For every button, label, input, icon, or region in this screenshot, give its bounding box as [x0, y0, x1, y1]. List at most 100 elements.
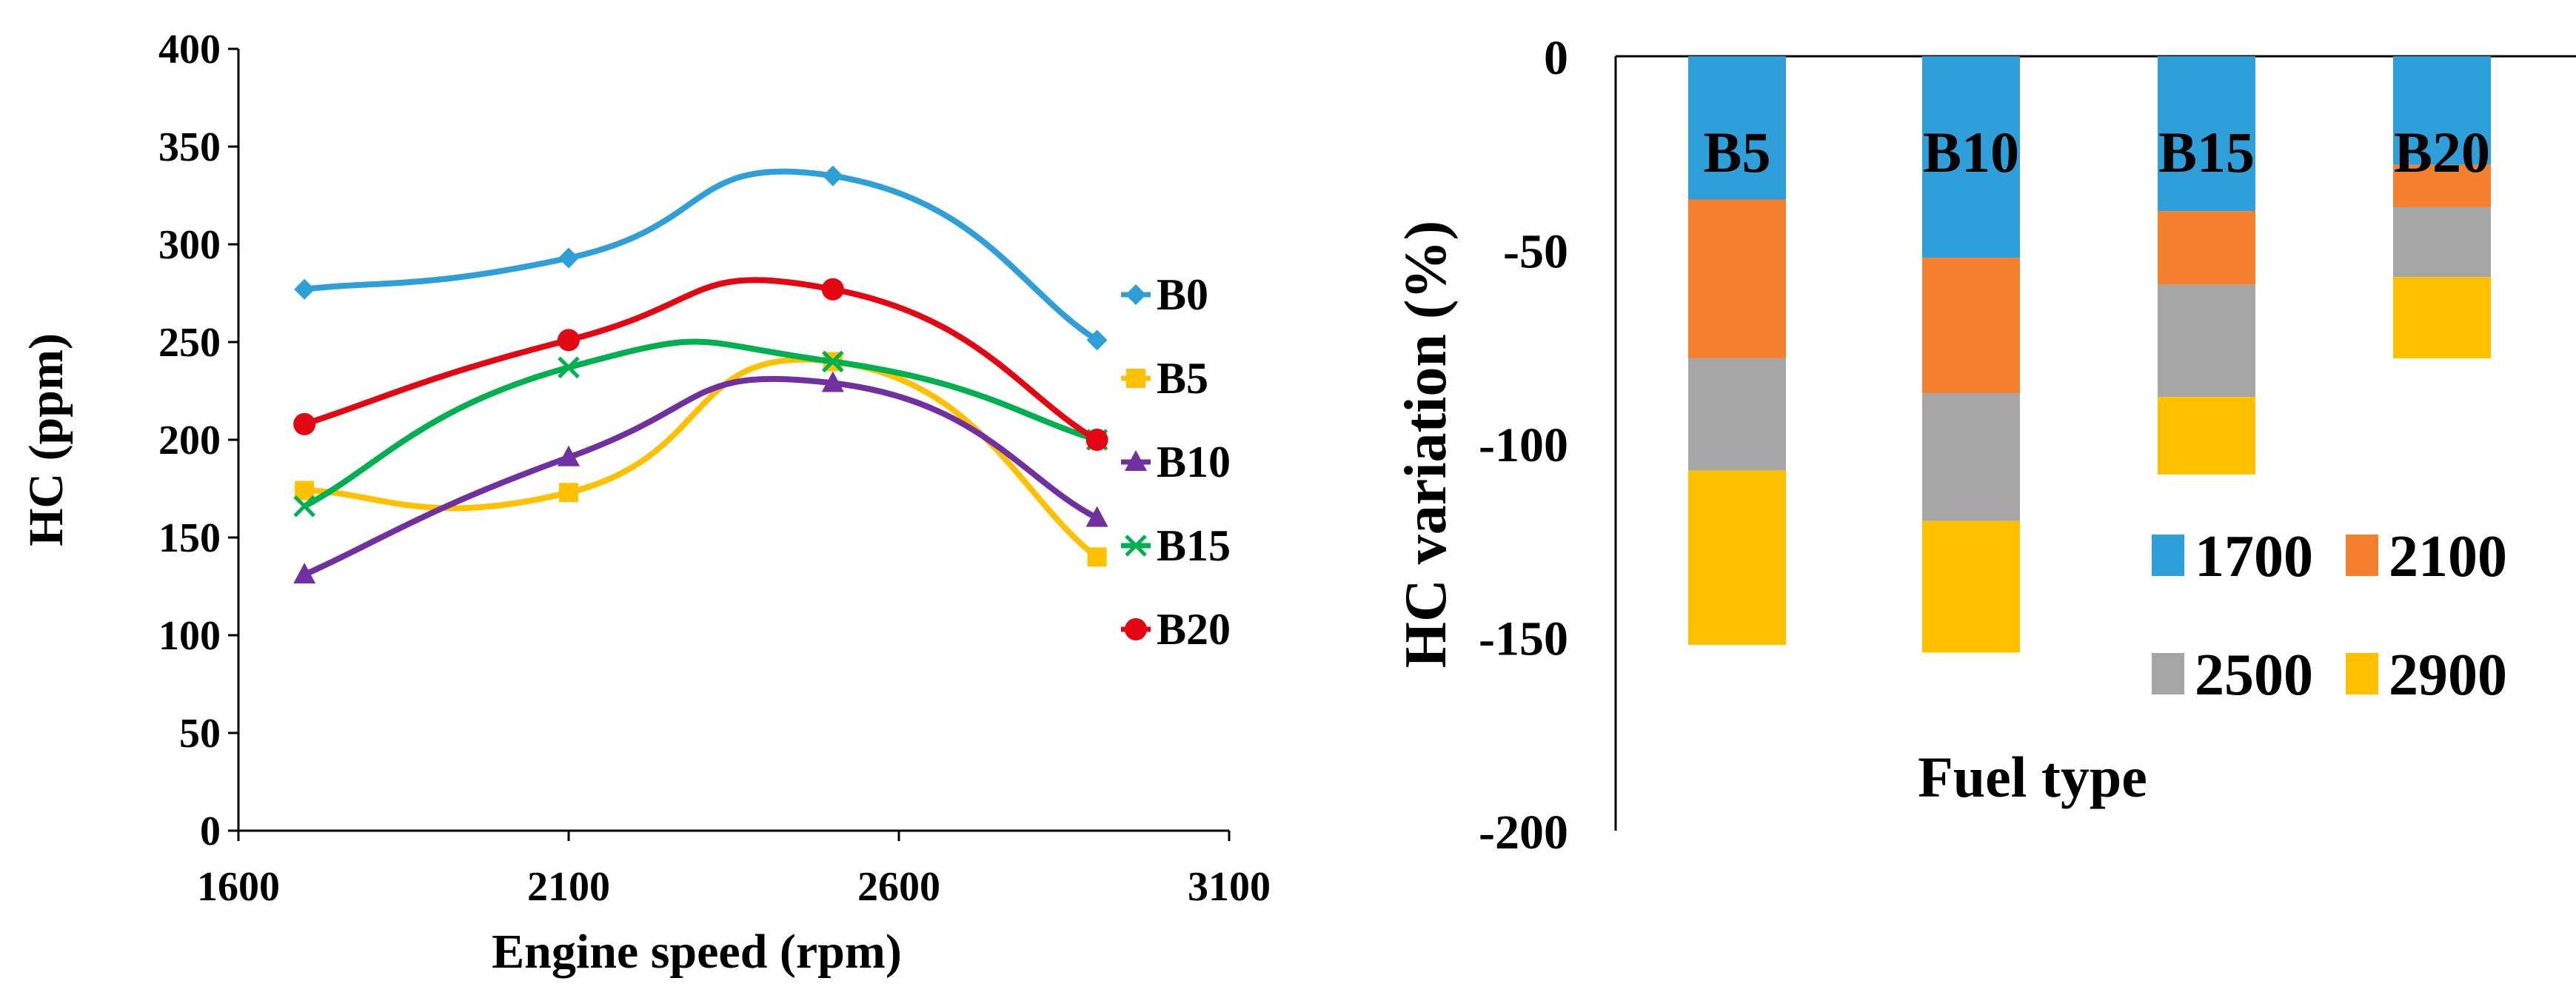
bar-stack-b5: B5: [1688, 56, 1786, 645]
data-point-b15-1700-stroke-b: [293, 495, 315, 518]
hc-line-chart: 0 50 100 150 200 250 300 350 400 1600 2100 2600 3100…: [19, 27, 1271, 979]
category-label: B20: [2394, 120, 2490, 184]
bar-segment-b20-1700: [2393, 56, 2491, 165]
legend-swatch: [2152, 653, 2184, 694]
legend-marker: [1126, 369, 1145, 388]
bar-stack-b10: B10: [1922, 56, 2020, 653]
bar-segment-b10-1700: [1922, 56, 2020, 258]
data-point-b15-2500-stroke-b: [822, 350, 844, 373]
y-tick-label: 100: [158, 613, 221, 659]
series-line-b15: [303, 338, 1098, 509]
data-point-b0-1700: [294, 278, 315, 300]
y-tick-label: 50: [179, 711, 221, 757]
data-point-b20-2500: [821, 278, 844, 301]
data-point-b10-1700: [293, 563, 316, 584]
bar-segment-b20-2100: [2393, 164, 2491, 207]
category-label: B10: [1923, 120, 2019, 184]
legend-item-2500: 2500: [2152, 643, 2313, 708]
data-point-b10-2100: [558, 445, 580, 466]
legend-item-b5: B5: [1121, 354, 1208, 403]
series-line-b10: [303, 375, 1099, 577]
category-label: B5: [1703, 120, 1770, 184]
y-axis-title: HC (ppm): [19, 333, 73, 546]
bar-segment-b10-2900: [1922, 520, 2020, 653]
data-point-b5-1700: [295, 480, 315, 500]
legend-label: 1700: [2195, 524, 2313, 589]
data-point-b0-2900: [1086, 329, 1108, 351]
series-line-b0: [304, 168, 1099, 343]
bar-segment-b5-2100: [1688, 199, 1786, 358]
legend-item-2100: 2100: [2346, 524, 2507, 589]
legend-marker-stroke-b: [1125, 535, 1147, 557]
legend-label: 2900: [2389, 643, 2507, 708]
hc-variation-bar-chart: 0 -50 -100 -150 -200 B5 B10 B15 B20 Fuel type HC v…: [1394, 31, 2576, 860]
legend-item-b0: B0: [1121, 270, 1208, 319]
data-point-b20-1700: [293, 412, 316, 435]
series-b10: [293, 371, 1108, 584]
bar-stack-b20: B20: [2393, 56, 2491, 358]
y-tick-label: 0: [1544, 31, 1568, 85]
legend-label: 2500: [2195, 643, 2313, 708]
x-tick-label: 2100: [527, 864, 610, 910]
legend-item-2900: 2900: [2346, 643, 2507, 708]
data-point-b20-2100: [558, 329, 580, 352]
data-point-b5-2900: [1087, 547, 1107, 567]
bar-stack-b15: B15: [2158, 56, 2255, 475]
x-tick-label: 2600: [857, 864, 940, 910]
data-point-b15-2500: [822, 350, 844, 373]
y-tick-label: 150: [158, 515, 221, 561]
bar-segment-b15-1700: [2158, 56, 2255, 212]
bar-segment-b15-2100: [2158, 211, 2255, 285]
legend-swatch: [2346, 535, 2378, 576]
legend-marker: [1125, 618, 1147, 640]
legend-marker: [1125, 450, 1147, 471]
legend-marker: [1125, 535, 1147, 557]
data-point-b15-2100-stroke-b: [558, 356, 580, 379]
y-tick-label: 250: [158, 320, 221, 366]
legend-swatch: [2346, 653, 2378, 694]
y-tick-label: 300: [158, 222, 221, 268]
data-point-b20-2900: [1085, 429, 1108, 451]
y-tick-label: -100: [1479, 418, 1568, 472]
legend-label: 2100: [2389, 524, 2507, 589]
data-point-b10-2500: [821, 371, 844, 392]
legend-item-b15: B15: [1121, 521, 1231, 570]
bar-segment-b20-2900: [2393, 277, 2491, 358]
legend-label: B20: [1157, 605, 1231, 654]
data-point-b0-2500: [822, 165, 843, 187]
data-point-b5-2100: [559, 483, 578, 503]
legend-item-b10: B10: [1121, 438, 1231, 486]
data-point-b0-2100: [558, 247, 579, 269]
y-tick-label: -50: [1503, 225, 1568, 279]
y-tick-label: 0: [200, 808, 221, 854]
y-tick-label: -150: [1479, 612, 1568, 666]
data-point-b10-2900: [1085, 506, 1108, 527]
data-point-b15-2100: [558, 356, 580, 379]
series-b15: [293, 338, 1108, 518]
series-line-b20: [303, 277, 1099, 443]
x-axis-title: Fuel type: [1918, 745, 2147, 809]
legend-label: B10: [1157, 438, 1231, 486]
data-point-b15-1700: [293, 495, 315, 518]
legend-label: B5: [1157, 354, 1208, 403]
bar-segment-b15-2900: [2158, 397, 2255, 475]
x-axis-title: Engine speed (rpm): [492, 925, 902, 979]
legend-item-b20: B20: [1121, 605, 1231, 654]
legend-label: B15: [1157, 521, 1231, 570]
series-b0: [294, 165, 1108, 351]
y-axis-title: HC variation (%): [1394, 221, 1459, 668]
series-b20: [293, 277, 1108, 451]
bar-segment-b10-2500: [1922, 393, 2020, 521]
y-tick-label: 400: [158, 27, 221, 73]
x-tick-label: 1600: [197, 864, 280, 910]
bar-segment-b10-2100: [1922, 257, 2020, 394]
bar-segment-b5-2500: [1688, 358, 1786, 471]
bar-segment-b5-1700: [1688, 56, 1786, 200]
bar-segment-b5-2900: [1688, 470, 1786, 645]
legend-item-1700: 1700: [2152, 524, 2313, 589]
y-tick-label: 200: [158, 418, 221, 463]
legend-swatch: [2152, 535, 2184, 576]
legend-label: B0: [1157, 270, 1208, 319]
y-tick-label: 350: [158, 124, 221, 170]
